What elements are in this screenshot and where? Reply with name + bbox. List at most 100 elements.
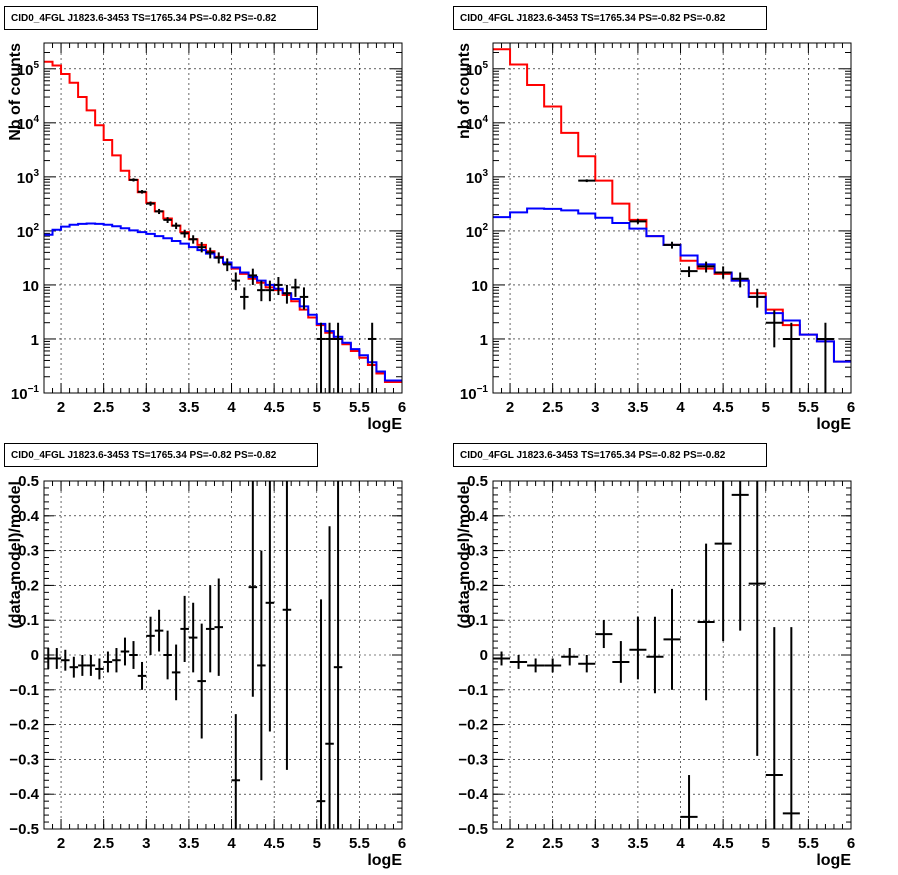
x-tick-label: 5.5 (349, 835, 370, 852)
x-tick-label: 5 (762, 835, 770, 852)
data-point (146, 201, 155, 206)
x-tick-label: 4.5 (264, 399, 285, 416)
data-point (748, 481, 766, 756)
y-tick-exponent: 5 (33, 60, 39, 71)
x-tick-label: 5.5 (349, 399, 370, 416)
data-point (180, 595, 189, 662)
data-point (367, 322, 377, 393)
data-point (171, 222, 181, 230)
data-point (646, 616, 664, 694)
data-point (629, 616, 647, 680)
grid (44, 481, 402, 829)
y-tick-exponent: 3 (482, 168, 488, 179)
data-point (137, 190, 147, 194)
chart-svg: 2 2.5 3 3.5 4 4.5 5 5.5 610−1110102103104105logE… (456, 42, 855, 433)
x-tick-label: 4 (227, 835, 236, 852)
data-point (333, 322, 343, 393)
series-red-histogram (493, 48, 851, 363)
y-tick-base: 1 (480, 332, 488, 349)
series-blue-histogram (44, 222, 402, 382)
data-point (765, 627, 783, 829)
data-point (154, 208, 164, 215)
y-axis-label: (data-model)/model (456, 481, 473, 629)
data-point (112, 648, 121, 673)
data-point (697, 543, 715, 701)
x-tick-label: 4.5 (264, 835, 285, 852)
data-point (748, 288, 766, 308)
data-point (578, 655, 596, 673)
plot-frame (492, 42, 852, 394)
x-tick-label: 4.5 (713, 835, 734, 852)
data-point (265, 280, 275, 302)
data-point (527, 658, 545, 673)
chart-panel-bottom-right: 2 2.5 3 3.5 4 4.5 5 5.5 6 −0.5 −0.4 −0.3 −0.2 −0.1 0 0.… (449, 437, 898, 875)
y-tick-base: 10 (460, 386, 477, 403)
data-point (248, 481, 258, 697)
data-point (561, 648, 579, 666)
data-point (299, 287, 309, 310)
y-tick-label: 10−1 (460, 384, 489, 403)
data-point (95, 658, 104, 680)
x-tick-label: 3 (142, 399, 150, 416)
y-tick-label: 0 (480, 647, 488, 664)
chart-svg: 2 2.5 3 3.5 4 4.5 5 5.5 610−1110102103104105logE… (7, 42, 406, 433)
x-tick-label: 2.5 (93, 835, 114, 852)
minor-ticks (492, 42, 852, 393)
y-tick-label: −0.4 (458, 786, 488, 803)
y-tick-label: 102 (466, 222, 489, 241)
x-tick-label: 4 (676, 399, 685, 416)
data-point (612, 641, 630, 683)
y-tick-base: 10 (466, 62, 483, 79)
data-point (282, 284, 292, 304)
data-point (205, 247, 215, 259)
x-axis-label: logE (367, 416, 402, 433)
y-tick-base: 10 (471, 278, 488, 295)
data-point (629, 219, 647, 224)
y-tick-base: 10 (11, 386, 28, 403)
y-tick-label: 0.5 (18, 473, 39, 490)
y-tick-label: 102 (17, 222, 40, 241)
data-point (120, 637, 130, 666)
data-point (129, 178, 138, 182)
y-tick-label: 103 (17, 168, 40, 187)
y-tick-label: 0.4 (18, 508, 40, 525)
plot-frame (43, 480, 403, 830)
data-point (248, 268, 258, 285)
grid (493, 481, 851, 829)
x-tick-label: 2.5 (93, 399, 114, 416)
data-point (782, 322, 800, 393)
x-tick-label: 4.5 (713, 399, 734, 416)
data-point (782, 627, 800, 829)
data-point (146, 616, 155, 655)
chart-title: CID0_4FGL J1823.6-3453 TS=1765.34 PS=-0.… (453, 6, 767, 30)
y-tick-label: 104 (466, 114, 489, 133)
data-point (663, 241, 681, 249)
data-point (274, 277, 283, 296)
minor-ticks (43, 42, 403, 393)
data-point (493, 651, 511, 666)
y-tick-label: −0.2 (9, 717, 39, 734)
y-tick-label: 1 (480, 332, 488, 349)
data-point (231, 272, 241, 291)
data-point (333, 481, 343, 829)
data-point (86, 655, 96, 676)
y-axis-label: (data-model)/model (7, 481, 24, 629)
y-tick-label: 10 (471, 278, 488, 295)
y-tick-label: 103 (466, 168, 489, 187)
data-point (765, 310, 783, 348)
x-tick-label: 6 (398, 835, 406, 852)
data-point (214, 252, 223, 264)
data-point (578, 179, 596, 183)
data-point (163, 217, 172, 223)
grid (493, 43, 851, 393)
chart-panel-top-right: 2 2.5 3 3.5 4 4.5 5 5.5 6 10−1 1 10 102 103 104 105 logE… (449, 0, 898, 437)
data-point (680, 266, 698, 278)
data-point (282, 481, 292, 770)
y-tick-base: 10 (17, 224, 34, 241)
data-point (180, 229, 189, 238)
data-point (731, 481, 749, 631)
x-tick-label: 6 (847, 399, 855, 416)
y-tick-label: 0.1 (18, 612, 39, 629)
y-tick-label: −0.1 (9, 682, 39, 699)
x-tick-label: 2 (506, 399, 514, 416)
